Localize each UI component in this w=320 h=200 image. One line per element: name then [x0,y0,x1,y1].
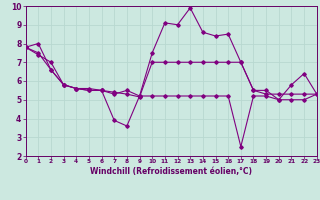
X-axis label: Windchill (Refroidissement éolien,°C): Windchill (Refroidissement éolien,°C) [90,167,252,176]
